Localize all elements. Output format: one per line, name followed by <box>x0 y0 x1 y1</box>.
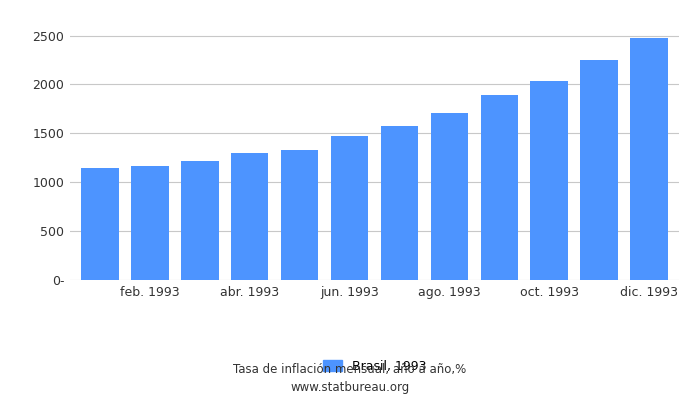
Bar <box>131 166 169 280</box>
Bar <box>231 153 268 280</box>
Bar <box>81 168 119 280</box>
Bar <box>430 113 468 280</box>
Text: www.statbureau.org: www.statbureau.org <box>290 382 410 394</box>
Bar <box>381 126 418 280</box>
Legend: Brasil, 1993: Brasil, 1993 <box>323 360 426 373</box>
Bar <box>481 95 518 280</box>
Text: Tasa de inflación mensual, año a año,%: Tasa de inflación mensual, año a año,% <box>233 364 467 376</box>
Bar <box>181 161 218 280</box>
Bar <box>630 38 668 280</box>
Bar <box>531 80 568 280</box>
Bar <box>580 60 618 280</box>
Bar <box>281 150 318 280</box>
Bar <box>331 136 368 280</box>
